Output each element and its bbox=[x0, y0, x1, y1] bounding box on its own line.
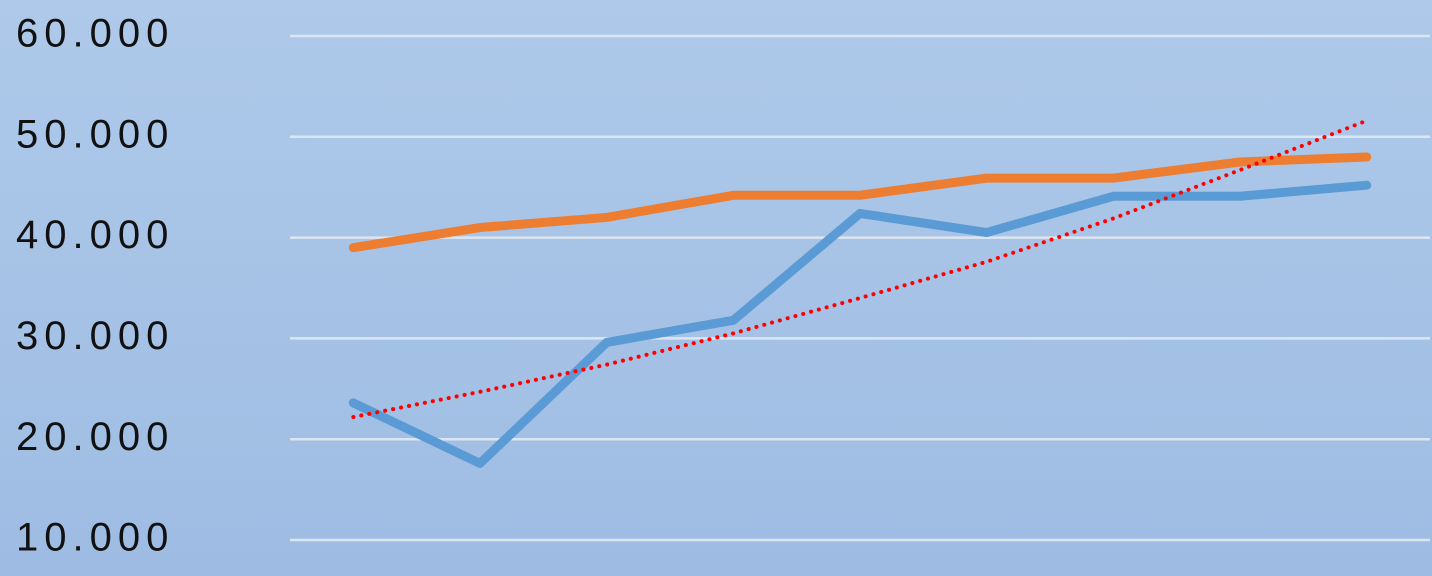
trend-line bbox=[351, 118, 1369, 420]
series-line bbox=[348, 180, 1372, 468]
y-tick-label: 50.000 bbox=[16, 112, 174, 156]
y-tick-label: 60.000 bbox=[16, 12, 174, 56]
series-line bbox=[348, 152, 1372, 253]
y-tick-label: 10.000 bbox=[16, 516, 174, 560]
y-tick-label: 20.000 bbox=[16, 415, 174, 459]
y-tick-label: 30.000 bbox=[16, 314, 174, 358]
y-tick-label: 40.000 bbox=[16, 213, 174, 257]
